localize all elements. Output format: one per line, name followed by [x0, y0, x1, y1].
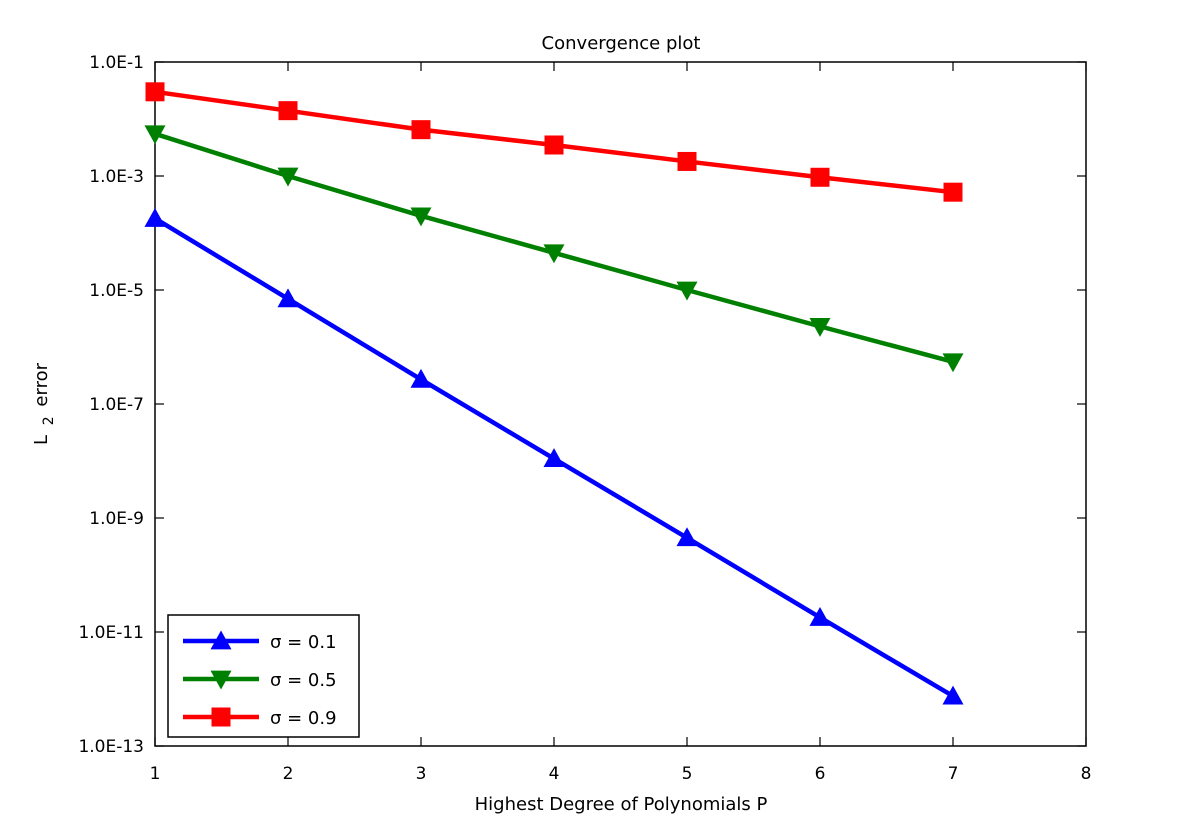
- legend-marker: [210, 630, 232, 650]
- y-tick-label: 1.0E-13: [78, 737, 144, 757]
- data-point: [676, 281, 698, 301]
- legend-entry-2: σ = 0.5: [183, 670, 337, 691]
- data-point: [543, 448, 565, 468]
- x-tick-label: 6: [815, 764, 826, 784]
- y-axis-label-subscript: 2: [41, 416, 57, 425]
- legend-entries: σ = 0.1 σ = 0.5 σ = 0.9: [183, 630, 337, 729]
- series-1: [144, 207, 964, 705]
- x-tick-label: 2: [283, 764, 294, 784]
- x-tick-label: 1: [150, 764, 161, 784]
- data-point: [144, 125, 166, 145]
- data-point: [144, 207, 166, 227]
- data-point: [543, 244, 565, 264]
- x-tick-label: 5: [682, 764, 693, 784]
- series-layer: [144, 82, 964, 705]
- legend-label: σ = 0.9: [270, 708, 337, 729]
- x-tick-label: 3: [416, 764, 427, 784]
- data-point: [676, 527, 698, 547]
- y-tick-label: 1.0E-7: [89, 395, 144, 415]
- axes: 1 2 3 4 5 6 7 8 1.0E-1 1.0E-3 1.0E-5 1.0E-7 1.0E-9 1.…: [78, 53, 1091, 784]
- data-point: [277, 288, 299, 308]
- data-point: [677, 151, 697, 171]
- y-tick-label: 1.0E-5: [89, 281, 144, 301]
- y-axis-label-main: L: [31, 435, 52, 445]
- y-tick-label: 1.0E-1: [89, 53, 144, 73]
- data-point: [145, 82, 165, 102]
- data-point: [810, 167, 830, 187]
- legend-marker: [210, 670, 232, 690]
- y-tick-label: 1.0E-9: [89, 509, 144, 529]
- data-point: [410, 207, 432, 227]
- data-point: [411, 120, 431, 140]
- data-point: [544, 135, 564, 155]
- data-point: [943, 182, 963, 202]
- x-tick-label: 7: [948, 764, 959, 784]
- data-point: [809, 606, 831, 626]
- chart-title: Convergence plot: [542, 33, 701, 54]
- legend-label: σ = 0.5: [270, 670, 337, 691]
- series-2: [144, 125, 964, 373]
- y-tick-label: 1.0E-11: [78, 623, 144, 643]
- series-3: [145, 82, 963, 202]
- x-tick-label: 4: [549, 764, 560, 784]
- data-point: [410, 368, 432, 388]
- data-point: [277, 167, 299, 187]
- data-point: [809, 317, 831, 337]
- legend: σ = 0.1 σ = 0.5 σ = 0.9: [167, 614, 360, 738]
- y-tick-label: 1.0E-3: [89, 167, 144, 187]
- legend-entry-1: σ = 0.1: [183, 630, 337, 653]
- y-axis-label: L 2 error: [31, 362, 58, 445]
- y-axis-label-suffix: error: [31, 362, 52, 406]
- data-point: [278, 101, 298, 121]
- svg-text:L 2 error: L 2 error: [31, 362, 58, 445]
- legend-marker: [211, 707, 231, 727]
- x-axis-label: Highest Degree of Polynomials P: [475, 794, 768, 815]
- legend-entry-3: σ = 0.9: [183, 707, 337, 729]
- x-tick-label: 8: [1081, 764, 1092, 784]
- data-point: [942, 353, 964, 373]
- data-point: [942, 685, 964, 705]
- legend-label: σ = 0.1: [270, 632, 337, 653]
